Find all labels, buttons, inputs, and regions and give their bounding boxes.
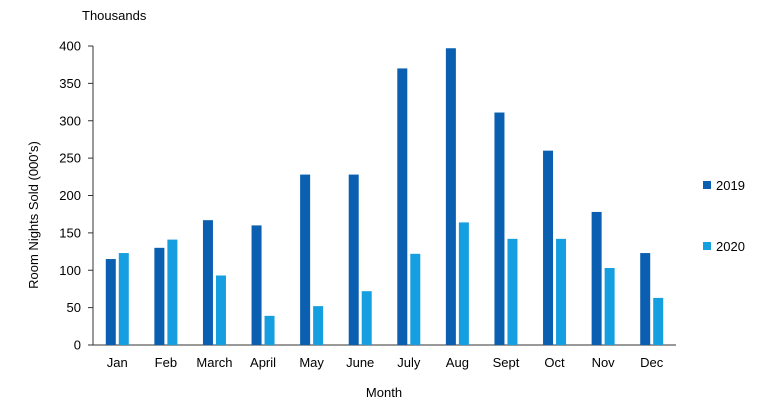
legend-swatch-2019 xyxy=(703,181,711,189)
y-tick-label: 150 xyxy=(59,225,81,240)
bar-2019-july xyxy=(397,68,408,346)
bar-2019-sept xyxy=(494,112,505,345)
x-tick-label: Dec xyxy=(640,355,664,370)
bar-2020-aug xyxy=(458,222,469,345)
x-tick-label: Feb xyxy=(155,355,177,370)
y-tick-label: 400 xyxy=(59,39,81,54)
x-tick-label: Oct xyxy=(544,355,565,370)
legend-swatch-2020 xyxy=(703,242,711,250)
x-tick-label: June xyxy=(346,355,374,370)
y-tick-label: 250 xyxy=(59,151,81,166)
x-tick-label: Aug xyxy=(446,355,469,370)
unit-label: Thousands xyxy=(82,8,147,23)
x-tick-label: April xyxy=(250,355,276,370)
bar-2019-april xyxy=(251,225,262,345)
bar-2019-feb xyxy=(154,247,165,345)
bar-2020-july xyxy=(410,253,421,345)
bar-2019-march xyxy=(202,220,213,345)
bar-2020-sept xyxy=(507,238,518,345)
x-tick-label: Sept xyxy=(493,355,520,370)
legend: 2019 2020 xyxy=(703,178,745,254)
bar-2020-june xyxy=(361,291,372,345)
bar-2020-oct xyxy=(556,238,567,345)
x-tick-label: Nov xyxy=(592,355,616,370)
x-axis-title: Month xyxy=(366,385,402,400)
bar-2019-may xyxy=(300,174,311,345)
bar-2019-jan xyxy=(105,259,116,345)
bar-2020-dec xyxy=(653,297,664,345)
bar-2019-dec xyxy=(640,253,651,345)
bar-2020-nov xyxy=(604,268,615,345)
y-tick-label: 200 xyxy=(59,188,81,203)
x-tick-label: Jan xyxy=(107,355,128,370)
x-tick-label-group: Jan Feb March April May June July Aug Sept Oct Nov… xyxy=(107,355,664,370)
bar-2019-nov xyxy=(591,211,602,345)
y-tick-label: 0 xyxy=(74,338,81,353)
bar-2019-june xyxy=(348,174,359,345)
y-tick-group: 0 50 100 150 200 250 300 350 400 xyxy=(59,39,93,353)
y-axis-title: Room Nights Sold (000's) xyxy=(26,141,41,289)
bar-2020-may xyxy=(313,306,324,345)
x-tick-label: March xyxy=(196,355,232,370)
bar-2020-feb xyxy=(167,239,178,345)
y-tick-label: 300 xyxy=(59,113,81,128)
bar-2020-jan xyxy=(118,253,129,345)
y-tick-label: 50 xyxy=(67,300,81,315)
x-tick-label: May xyxy=(299,355,324,370)
bar-2019-oct xyxy=(543,150,554,345)
bar-group xyxy=(105,48,664,346)
y-tick-label: 100 xyxy=(59,263,81,278)
x-tick-label: July xyxy=(397,355,421,370)
bar-2019-aug xyxy=(445,48,456,346)
legend-label-2020: 2020 xyxy=(716,239,745,254)
bar-2020-april xyxy=(264,315,275,345)
legend-label-2019: 2019 xyxy=(716,178,745,193)
y-tick-label: 350 xyxy=(59,76,81,91)
bar-2020-march xyxy=(215,275,226,345)
